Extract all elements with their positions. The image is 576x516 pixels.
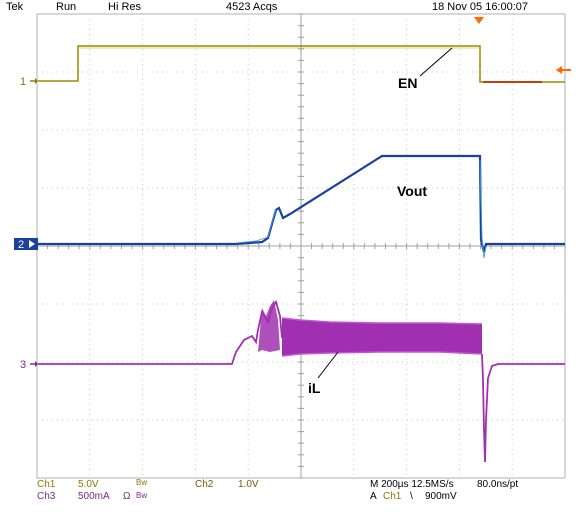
ch3-scale[interactable]: 500mA	[78, 491, 110, 502]
trigger-position-icon[interactable]	[474, 17, 484, 24]
ch3-label[interactable]: Ch3	[37, 491, 56, 502]
ch1-ground-marker[interactable]: 1	[20, 76, 38, 88]
svg-text:2: 2	[18, 239, 24, 251]
trigger-slope-icon[interactable]: \	[410, 491, 413, 502]
vout-annotation: Vout	[397, 183, 428, 199]
vout-pointer-line	[317, 351, 339, 379]
run-state: Run	[56, 1, 77, 13]
svg-text:3: 3	[20, 359, 26, 371]
timebase-readout[interactable]: M 200µs 12.5MS/s	[370, 479, 454, 490]
record-resolution: 80.0ns/pt	[477, 479, 519, 490]
ch3-ground-marker[interactable]: 3	[20, 359, 38, 371]
timestamp: 18 Nov 05 16:00:07	[432, 1, 529, 13]
ch1-bandwidth-limit: Bw	[136, 478, 148, 487]
brand-label: Tek	[6, 1, 24, 13]
ch2-vout-trace	[38, 154, 565, 259]
il-annotation: iL	[308, 380, 321, 396]
en-pointer-line	[419, 47, 453, 77]
ch1-scale[interactable]: 5.0V	[78, 479, 99, 490]
ch1-en-trace	[38, 45, 565, 83]
trigger-level[interactable]: 900mV	[425, 491, 457, 502]
ch2-ground-marker[interactable]: 2	[14, 238, 38, 251]
trigger-source[interactable]: Ch1	[383, 491, 402, 502]
trigger-prefix: A	[370, 491, 377, 502]
ch2-label[interactable]: Ch2	[195, 479, 214, 490]
acquisition-mode: Hi Res	[108, 1, 142, 13]
trigger-level-arrow-icon[interactable]	[556, 66, 571, 74]
en-annotation: EN	[398, 75, 418, 91]
acquisition-count: 4523 Acqs	[226, 1, 278, 13]
ch1-label[interactable]: Ch1	[37, 479, 56, 490]
ch3-ohm-icon: Ω	[123, 491, 131, 502]
ch3-bandwidth-limit: Bw	[136, 491, 148, 500]
ch3-il-trace	[38, 299, 565, 463]
ch2-scale[interactable]: 1.0V	[238, 479, 259, 490]
svg-text:1: 1	[20, 76, 26, 88]
